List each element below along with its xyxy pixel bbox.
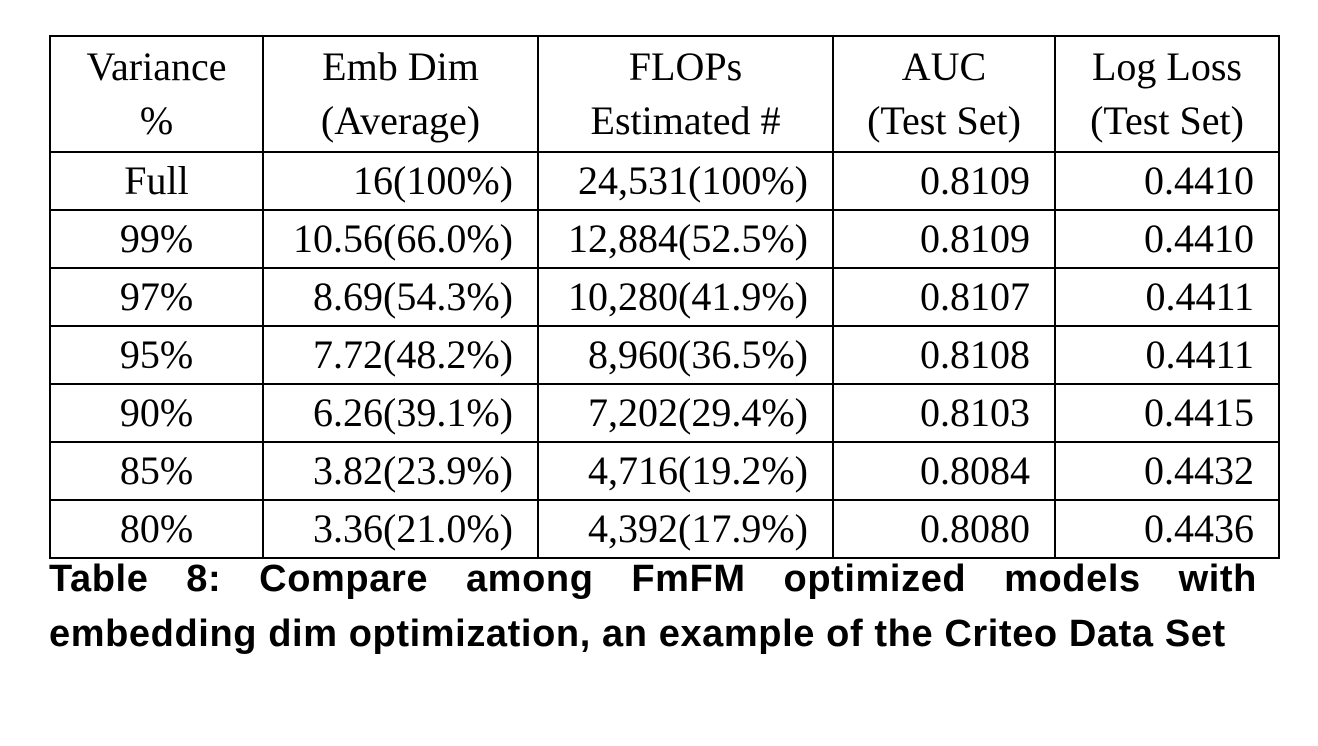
cell-variance: 97%: [49, 267, 264, 327]
header-auc-line2: (Test Set): [867, 98, 1021, 143]
header-row: Variance % Emb Dim (Average) FLOPs Estim…: [49, 35, 1280, 153]
header-log-loss-line2: (Test Set): [1090, 98, 1244, 143]
cell-log-loss: 0.4410: [1054, 151, 1280, 211]
table-header: Variance % Emb Dim (Average) FLOPs Estim…: [49, 35, 1280, 153]
cell-auc: 0.8109: [832, 209, 1056, 269]
table-row: 85% 3.82(23.9%) 4,716(19.2%) 0.8084 0.44…: [49, 441, 1280, 501]
header-auc-line1: AUC: [901, 44, 987, 89]
cell-emb-dim: 3.36(21.0%): [262, 499, 539, 559]
header-variance-line2: %: [139, 98, 174, 143]
cell-flops: 8,960(36.5%): [537, 325, 834, 385]
table-body: Full 16(100%) 24,531(100%) 0.8109 0.4410…: [49, 151, 1280, 559]
cell-emb-dim: 16(100%): [262, 151, 539, 211]
header-emb-dim-line2: (Average): [320, 98, 481, 143]
table-row: 90% 6.26(39.1%) 7,202(29.4%) 0.8103 0.44…: [49, 383, 1280, 443]
cell-flops: 4,716(19.2%): [537, 441, 834, 501]
header-flops-line2: Estimated #: [590, 98, 781, 143]
header-log-loss-line1: Log Loss: [1092, 44, 1242, 89]
results-table: Variance % Emb Dim (Average) FLOPs Estim…: [49, 35, 1280, 559]
cell-flops: 24,531(100%): [537, 151, 834, 211]
cell-flops: 12,884(52.5%): [537, 209, 834, 269]
cell-variance: 90%: [49, 383, 264, 443]
cell-auc: 0.8103: [832, 383, 1056, 443]
cell-variance: Full: [49, 151, 264, 211]
table-row: Full 16(100%) 24,531(100%) 0.8109 0.4410: [49, 151, 1280, 211]
cell-auc: 0.8080: [832, 499, 1056, 559]
cell-flops: 7,202(29.4%): [537, 383, 834, 443]
header-flops-line1: FLOPs: [628, 44, 743, 89]
cell-emb-dim: 6.26(39.1%): [262, 383, 539, 443]
cell-flops: 10,280(41.9%): [537, 267, 834, 327]
cell-emb-dim: 3.82(23.9%): [262, 441, 539, 501]
table-row-highlighted: 95% 7.72(48.2%) 8,960(36.5%) 0.8108 0.44…: [49, 325, 1280, 385]
cell-auc: 0.8107: [832, 267, 1056, 327]
cell-flops: 4,392(17.9%): [537, 499, 834, 559]
cell-variance: 95%: [49, 325, 264, 385]
cell-log-loss: 0.4411: [1054, 325, 1280, 385]
cell-auc: 0.8109: [832, 151, 1056, 211]
cell-variance: 80%: [49, 499, 264, 559]
header-auc: AUC (Test Set): [832, 35, 1056, 153]
cell-auc: 0.8084: [832, 441, 1056, 501]
header-emb-dim-line1: Emb Dim: [322, 44, 479, 89]
cell-log-loss: 0.4436: [1054, 499, 1280, 559]
header-variance: Variance %: [49, 35, 264, 153]
header-variance-line1: Variance: [86, 44, 227, 89]
cell-log-loss: 0.4411: [1054, 267, 1280, 327]
table-row: 97% 8.69(54.3%) 10,280(41.9%) 0.8107 0.4…: [49, 267, 1280, 327]
header-log-loss: Log Loss (Test Set): [1054, 35, 1280, 153]
cell-variance: 99%: [49, 209, 264, 269]
cell-log-loss: 0.4410: [1054, 209, 1280, 269]
cell-emb-dim: 8.69(54.3%): [262, 267, 539, 327]
cell-auc: 0.8108: [832, 325, 1056, 385]
table-row: 80% 3.36(21.0%) 4,392(17.9%) 0.8080 0.44…: [49, 499, 1280, 559]
header-flops: FLOPs Estimated #: [537, 35, 834, 153]
table-caption: Table 8: Compare among FmFM optimized mo…: [49, 558, 1257, 655]
cell-emb-dim: 10.56(66.0%): [262, 209, 539, 269]
cell-log-loss: 0.4415: [1054, 383, 1280, 443]
cell-emb-dim: 7.72(48.2%): [262, 325, 539, 385]
table-row: 99% 10.56(66.0%) 12,884(52.5%) 0.8109 0.…: [49, 209, 1280, 269]
cell-log-loss: 0.4432: [1054, 441, 1280, 501]
header-emb-dim: Emb Dim (Average): [262, 35, 539, 153]
cell-variance: 85%: [49, 441, 264, 501]
